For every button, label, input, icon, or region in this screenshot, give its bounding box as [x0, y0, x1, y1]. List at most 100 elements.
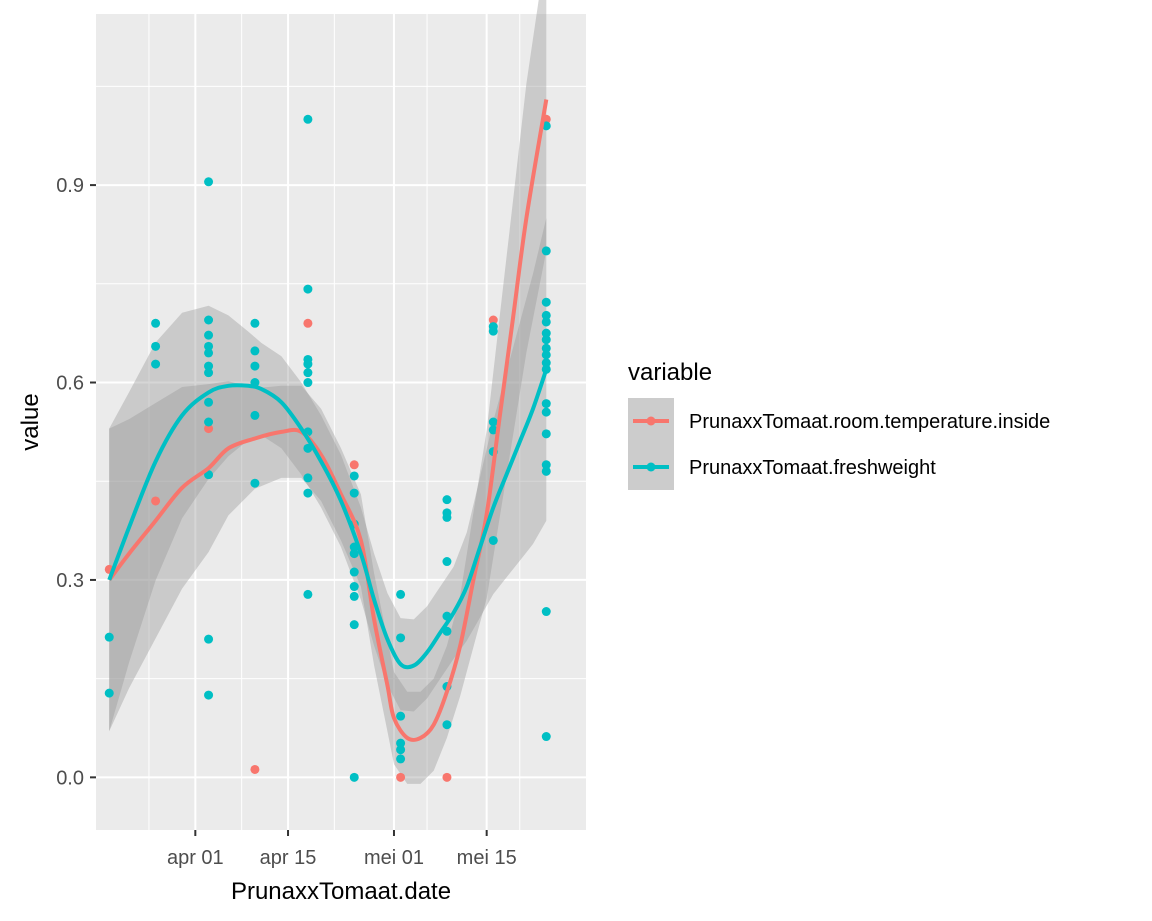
data-point	[541, 429, 551, 439]
data-point	[151, 341, 161, 351]
data-point	[541, 732, 551, 742]
data-point	[204, 470, 214, 480]
data-point	[541, 335, 551, 345]
data-point	[250, 410, 260, 420]
legend-title: variable	[628, 359, 712, 386]
data-point	[488, 326, 498, 336]
data-point	[442, 557, 452, 567]
confidence-band	[109, 0, 547, 784]
legend-key-point	[646, 462, 656, 472]
data-point	[303, 378, 313, 388]
data-point	[104, 632, 114, 642]
data-point	[204, 690, 214, 700]
legend-item: PrunaxxTomaat.freshweight	[628, 444, 936, 490]
y-tick-label: 0.3	[56, 570, 84, 592]
data-point	[349, 471, 359, 481]
x-axis-title: PrunaxxTomaat.date	[231, 878, 451, 905]
data-point	[204, 424, 214, 434]
data-point	[442, 772, 452, 782]
y-axis-title: value	[17, 393, 44, 450]
data-point	[488, 535, 498, 545]
smooth-lines	[107, 99, 549, 742]
data-point	[442, 512, 452, 522]
data-point	[204, 417, 214, 427]
legend-item: PrunaxxTomaat.room.temperature.inside	[628, 398, 1050, 444]
data-point	[303, 114, 313, 124]
x-axis: apr 01 apr 15 mei 01 mei 15	[167, 830, 517, 869]
data-point	[250, 346, 260, 356]
data-point	[396, 745, 406, 755]
y-tick-label: 0.0	[56, 767, 84, 789]
data-point	[541, 297, 551, 307]
data-point	[488, 425, 498, 435]
y-tick-label: 0.6	[56, 373, 84, 395]
legend: variable PrunaxxTomaat.room.temperature.…	[628, 359, 1050, 490]
legend-key-point	[646, 416, 656, 426]
data-point	[488, 315, 498, 325]
data-point	[250, 361, 260, 371]
legend-label: PrunaxxTomaat.freshweight	[689, 457, 936, 479]
data-point	[541, 460, 551, 470]
data-point	[541, 399, 551, 409]
data-point	[303, 488, 313, 498]
data-point	[541, 607, 551, 617]
data-point	[349, 567, 359, 577]
data-point	[541, 328, 551, 338]
x-tick-label: apr 01	[167, 847, 224, 869]
data-point	[488, 417, 498, 427]
data-point	[303, 589, 313, 599]
data-point	[349, 620, 359, 630]
data-point	[204, 177, 214, 187]
data-point	[349, 591, 359, 601]
data-point	[303, 473, 313, 483]
data-point	[349, 582, 359, 592]
data-point	[541, 343, 551, 353]
data-point	[303, 284, 313, 294]
data-point	[349, 488, 359, 498]
data-point	[303, 368, 313, 378]
data-point	[541, 466, 551, 476]
y-axis: 0.0 0.3 0.6 0.9	[56, 175, 96, 789]
data-point	[442, 495, 452, 505]
data-point	[541, 350, 551, 360]
data-point	[250, 318, 260, 328]
data-point	[303, 318, 313, 328]
data-point	[396, 738, 406, 748]
data-point	[442, 720, 452, 730]
data-point	[250, 478, 260, 488]
data-point	[104, 688, 114, 698]
data-point	[396, 754, 406, 764]
legend-label: PrunaxxTomaat.room.temperature.inside	[689, 411, 1050, 433]
smooth-line	[107, 99, 549, 742]
data-point	[541, 246, 551, 256]
grid-major	[96, 14, 586, 830]
data-point	[303, 359, 313, 369]
smooth-line	[107, 368, 549, 670]
data-point	[204, 348, 214, 358]
data-point	[204, 341, 214, 351]
data-point	[349, 772, 359, 782]
data-point	[396, 589, 406, 599]
x-tick-label: mei 01	[364, 847, 424, 869]
data-point	[250, 764, 260, 774]
data-point	[541, 358, 551, 368]
data-point	[204, 315, 214, 325]
data-point	[541, 310, 551, 320]
data-point	[396, 711, 406, 721]
data-point	[396, 772, 406, 782]
data-point	[204, 330, 214, 340]
data-point	[151, 359, 161, 369]
y-tick-label: 0.9	[56, 175, 84, 197]
data-point	[151, 496, 161, 506]
data-point	[396, 633, 406, 643]
data-point	[349, 460, 359, 470]
x-tick-label: mei 15	[457, 847, 517, 869]
data-point	[349, 549, 359, 559]
x-tick-label: apr 15	[260, 847, 317, 869]
data-point	[204, 634, 214, 644]
data-point	[204, 368, 214, 378]
data-point	[151, 318, 161, 328]
data-point	[204, 397, 214, 407]
data-point	[541, 407, 551, 417]
